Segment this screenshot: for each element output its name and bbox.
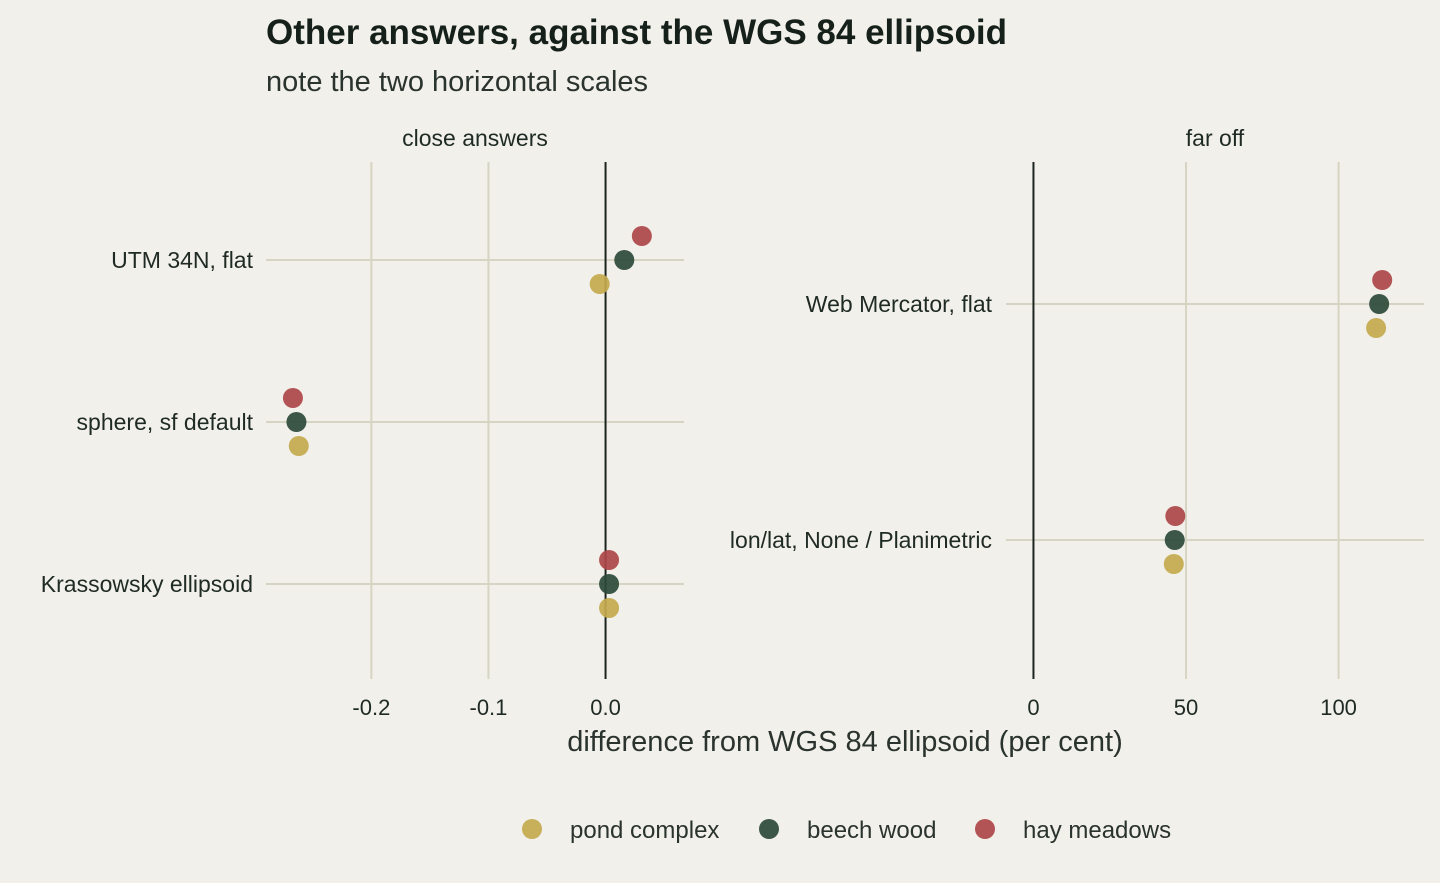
data-point-pond-complex xyxy=(288,436,309,456)
x-tick-label: 0 xyxy=(1027,695,1039,720)
panel-far-off: Web Mercator, flat lon/lat, None / Planim… xyxy=(730,162,1424,720)
data-point-hay-meadows xyxy=(1165,506,1186,526)
x-tick-label: -0.2 xyxy=(352,695,390,720)
data-point-beech-wood xyxy=(1369,294,1390,314)
x-tick-label: 100 xyxy=(1320,695,1357,720)
y-tick-label-web-mercator-flat: Web Mercator, flat xyxy=(806,291,993,317)
x-axis-label: difference from WGS 84 ellipsoid (per ce… xyxy=(567,726,1123,758)
chart-subtitle: note the two horizontal scales xyxy=(266,66,648,98)
panel-close-answers: UTM 34N, flat sphere, sf default Krassowsk… xyxy=(41,162,684,720)
y-tick-label-sphere-sf-default: sphere, sf default xyxy=(77,409,254,435)
data-point-beech-wood xyxy=(286,412,307,432)
x-tick-label: 50 xyxy=(1174,695,1198,720)
data-point-pond-complex xyxy=(1163,554,1184,574)
data-point-beech-wood xyxy=(1164,530,1185,550)
legend-swatch-hay-meadows xyxy=(975,819,995,839)
data-point-pond-complex xyxy=(1366,318,1387,338)
data-point-pond-complex xyxy=(589,274,610,294)
data-point-beech-wood xyxy=(599,574,620,594)
legend-label-pond-complex: pond complex xyxy=(570,817,719,844)
x-tick-label: 0.0 xyxy=(590,695,621,720)
y-tick-label-utm-34n-flat: UTM 34N, flat xyxy=(111,247,253,273)
legend-label-hay-meadows: hay meadows xyxy=(1023,817,1171,844)
panel-title-close: close answers xyxy=(402,125,548,151)
y-tick-label-krassowsky-ellipsoid: Krassowsky ellipsoid xyxy=(41,571,253,597)
x-tick-label: -0.1 xyxy=(470,695,508,720)
legend-swatch-beech-wood xyxy=(759,819,779,839)
data-point-beech-wood xyxy=(614,250,635,270)
legend: pond complex beech wood hay meadows xyxy=(522,817,1171,844)
legend-swatch-pond-complex xyxy=(522,819,542,839)
legend-label-beech-wood: beech wood xyxy=(807,817,936,844)
data-point-pond-complex xyxy=(599,598,620,618)
chart-title: Other answers, against the WGS 84 ellips… xyxy=(266,13,1007,52)
data-point-hay-meadows xyxy=(1372,270,1393,290)
data-point-hay-meadows xyxy=(282,388,303,408)
panel-title-far: far off xyxy=(1186,125,1245,151)
data-point-hay-meadows xyxy=(631,226,652,246)
y-tick-label-lon-lat-none-planimetric: lon/lat, None / Planimetric xyxy=(730,527,992,553)
data-point-hay-meadows xyxy=(599,550,620,570)
